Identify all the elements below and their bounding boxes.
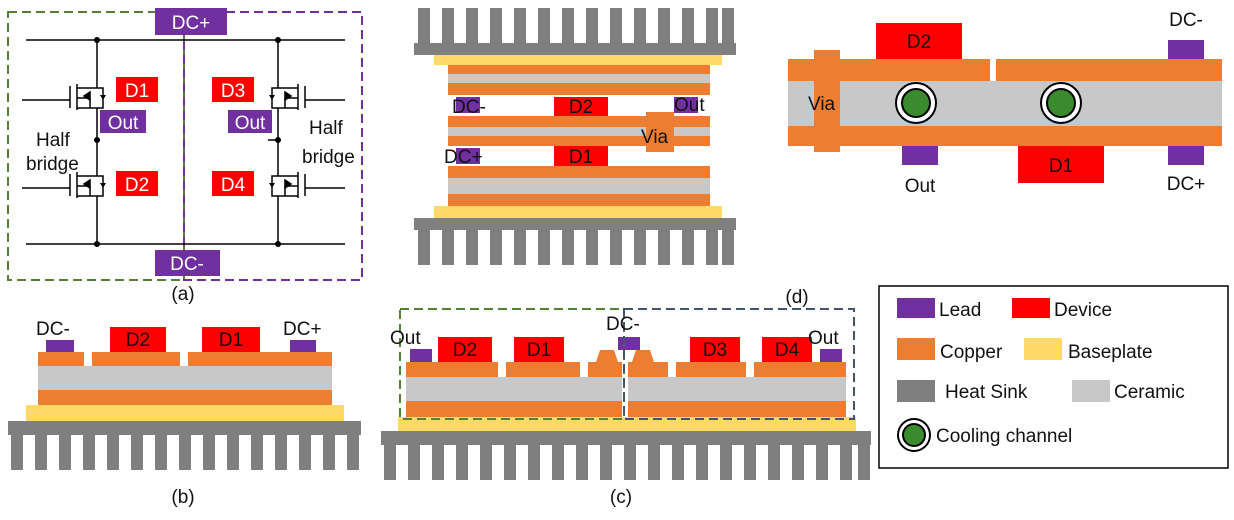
c-dc-minus: DC- [606, 314, 640, 335]
half-bridge-box-c-right [623, 308, 855, 420]
half-bridge-right-line1: Half [309, 118, 344, 139]
half-bridge-left-box [7, 11, 185, 281]
dc-minus-label: DC- [170, 254, 204, 275]
baseplate-c [398, 417, 856, 431]
legend-cooling-icon [897, 418, 931, 452]
c-d1: D1 [527, 340, 551, 361]
d-top-d1: D1 [1049, 156, 1073, 177]
d-stack-out: Out [674, 95, 705, 116]
mosfet-right-top [269, 84, 345, 110]
d4-label: D4 [221, 175, 246, 196]
c-d2: D2 [453, 340, 477, 361]
baseplate-d-bottom [434, 206, 722, 218]
c-out-left: Out [390, 328, 421, 349]
half-bridge-left-line1: Half [36, 130, 71, 151]
d-stack-dc-plus: DC+ [444, 147, 483, 168]
panel-d-top-view: D2 DC- Via Out D1 DC+ (d) [785, 10, 1222, 308]
legend-lead: Lead [939, 300, 981, 321]
d3-label: D3 [221, 81, 245, 102]
caption-d: (d) [785, 287, 808, 308]
b-dc-minus: DC- [36, 319, 70, 340]
legend-ceramic: Ceramic [1114, 382, 1185, 403]
baseplate-b [26, 405, 344, 421]
mosfet-right-bottom [269, 170, 345, 198]
d-top-via: Via [808, 94, 836, 115]
c-d3: D3 [703, 340, 727, 361]
legend-copper: Copper [940, 342, 1003, 363]
caption-c: (c) [610, 487, 632, 508]
d-stack-d2: D2 [569, 97, 593, 118]
b-d2: D2 [126, 330, 150, 351]
half-bridge-right-box [183, 11, 363, 281]
out-right-label: Out [235, 113, 266, 134]
d2-label: D2 [125, 175, 149, 196]
half-bridge-right-line2: bridge [302, 147, 355, 168]
dc-plus-label: DC+ [172, 13, 211, 34]
b-d1: D1 [219, 330, 243, 351]
b-dc-plus: DC+ [283, 319, 322, 340]
c-out-right: Out [808, 328, 839, 349]
heat-sink-d-top [414, 8, 736, 55]
legend-frame [878, 285, 1229, 469]
half-bridge-left-line2: bridge [26, 154, 79, 175]
panel-c-module: Out DC- Out D2 D1 D3 D4 (c) [381, 308, 871, 508]
panel-d-stack: DC- D2 Out Via DC+ D1 [414, 8, 736, 265]
legend-device: Device [1054, 300, 1112, 321]
c-d4: D4 [775, 340, 800, 361]
d-top-dc-minus: DC- [1169, 10, 1203, 31]
d-stack-via: Via [641, 127, 669, 148]
heat-sink-d-bottom [414, 218, 736, 265]
d1-label: D1 [125, 81, 149, 102]
cooling-channel-1 [895, 82, 937, 124]
legend: Lead Device Copper Baseplate Heat Sink C… [878, 285, 1229, 469]
d-top-d2: D2 [907, 32, 931, 53]
d-stack-d1: D1 [569, 147, 593, 168]
heat-sink-c [381, 431, 871, 480]
caption-a: (a) [171, 284, 194, 305]
cooling-channel-2 [1040, 82, 1082, 124]
legend-baseplate: Baseplate [1068, 342, 1153, 363]
d-top-dc-plus: DC+ [1167, 174, 1206, 195]
mosfet-left-top [22, 84, 106, 110]
panel-a-circuit: DC+ DC- D1 D2 D3 D4 Out Out Half bridge … [7, 8, 363, 305]
d-top-out: Out [905, 176, 936, 197]
d-stack-dc-minus: DC- [452, 97, 486, 118]
panel-b-module: DC- DC+ D2 D1 (b) [8, 319, 361, 508]
legend-heat-sink: Heat Sink [945, 382, 1028, 403]
mosfet-left-bottom [22, 170, 106, 198]
baseplate-d-top [434, 55, 722, 65]
legend-cooling-channel: Cooling channel [936, 426, 1072, 447]
half-bridge-box-c-left [399, 308, 625, 420]
heat-sink-b [8, 421, 361, 470]
caption-b: (b) [171, 487, 194, 508]
out-left-label: Out [108, 113, 139, 134]
